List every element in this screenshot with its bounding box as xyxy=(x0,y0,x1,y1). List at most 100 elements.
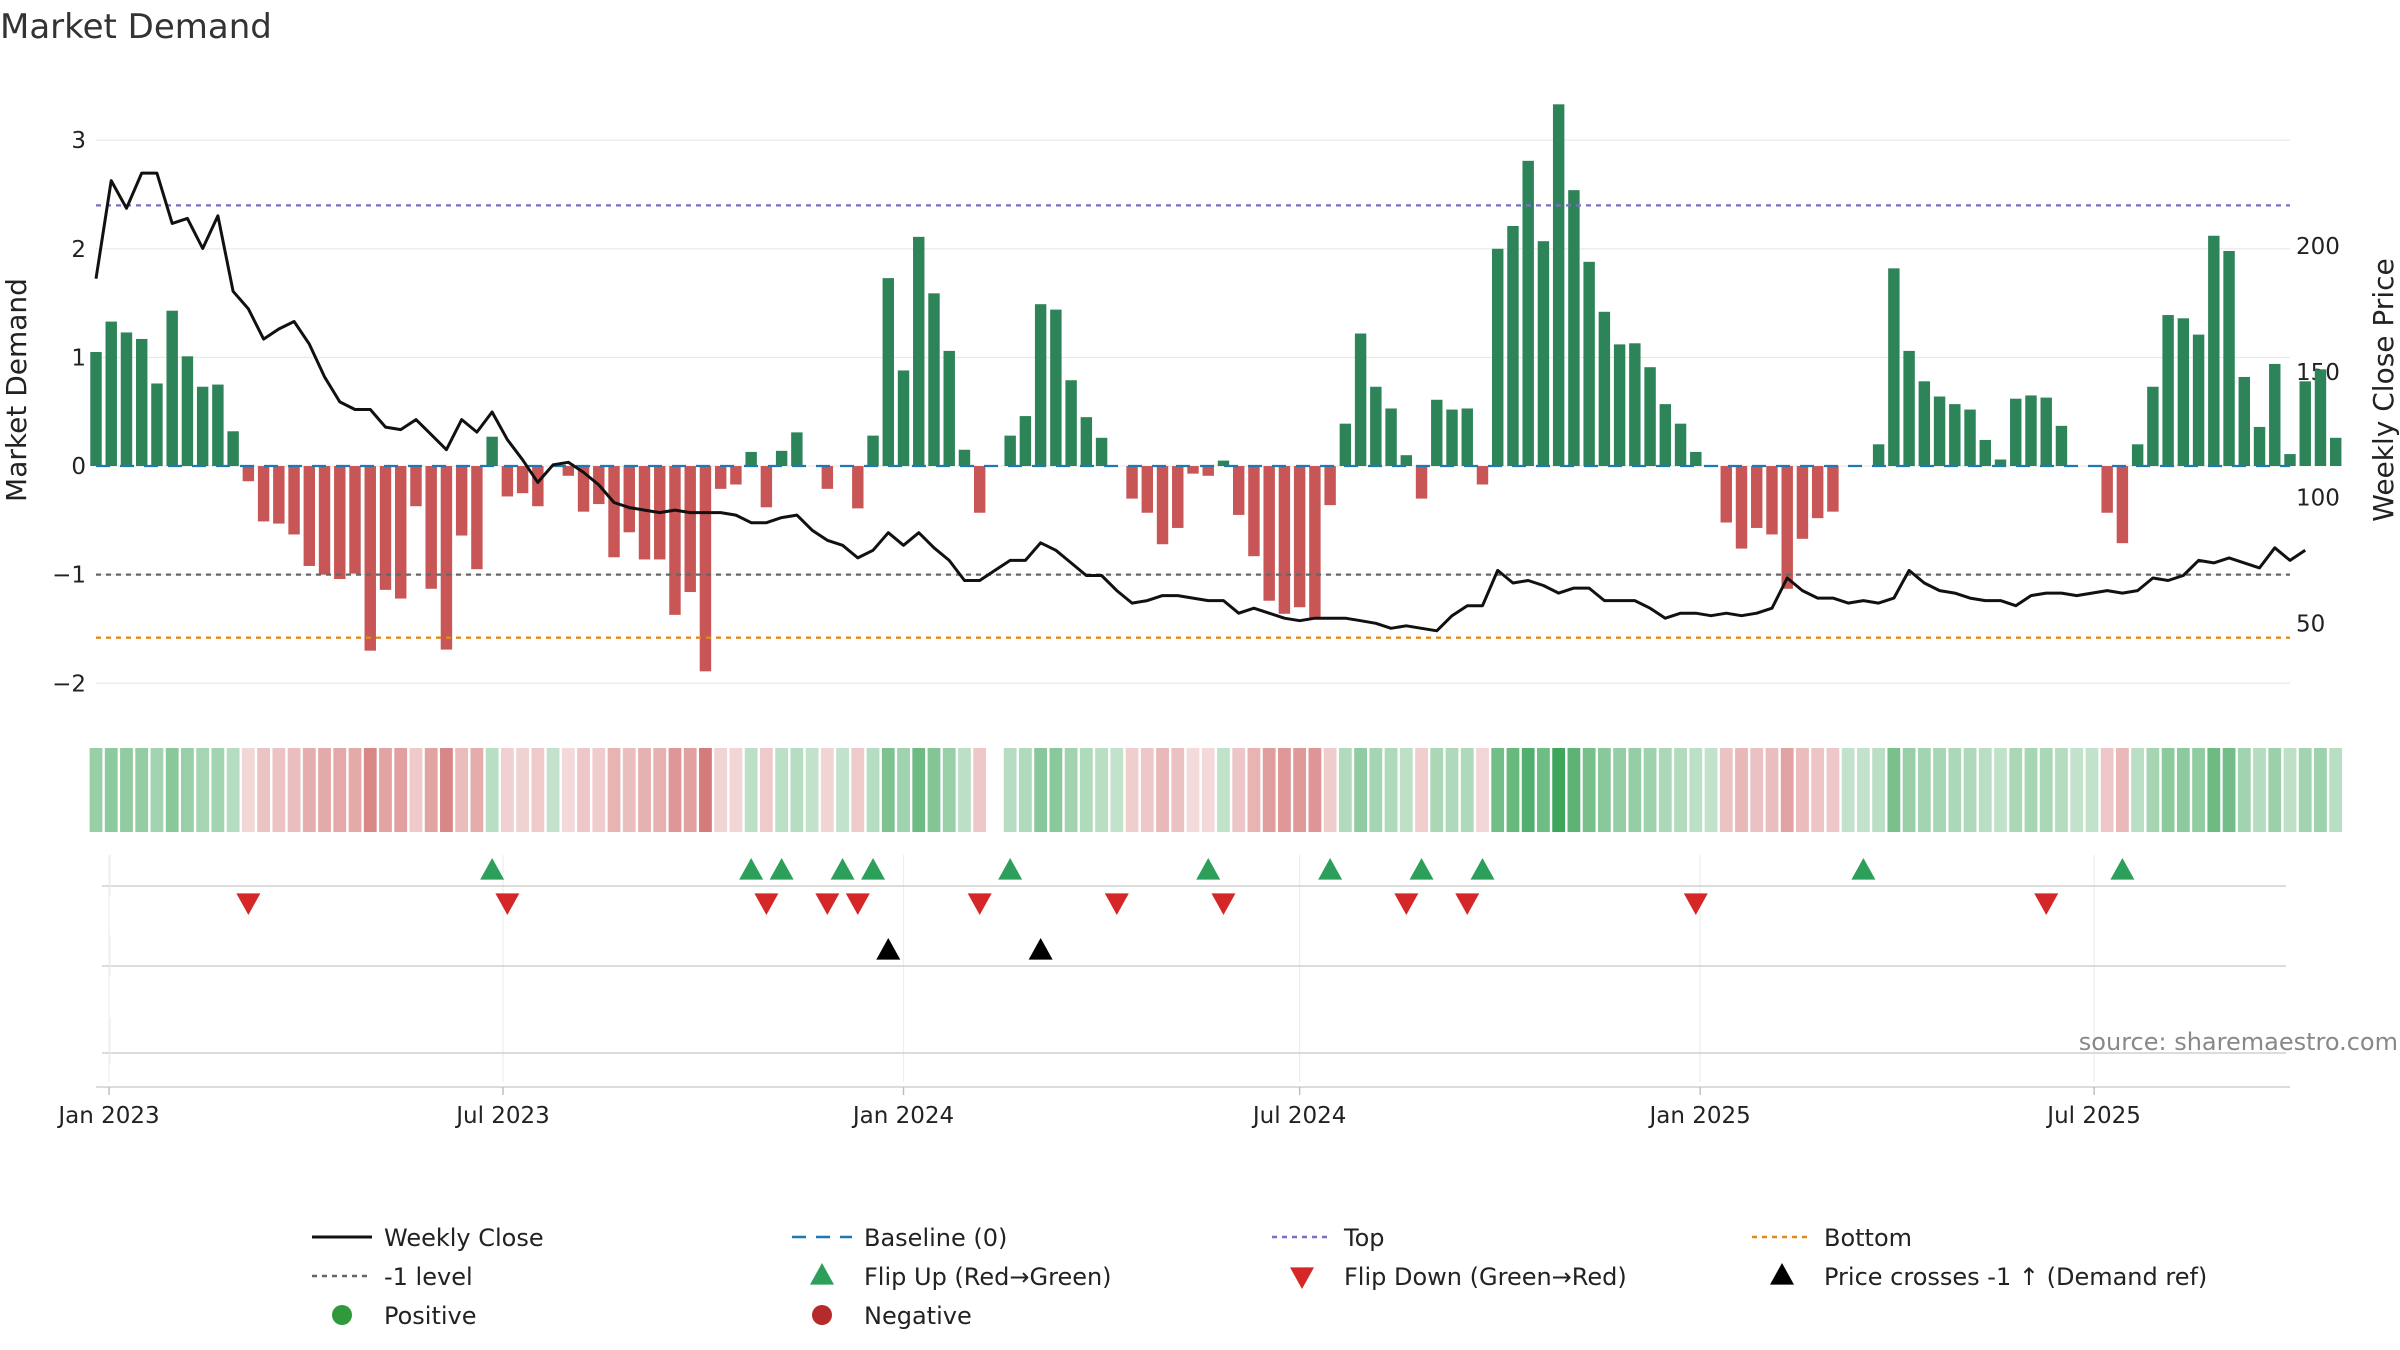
y-tick-label: 0 xyxy=(71,454,86,480)
legend-label: Bottom xyxy=(1824,1224,1912,1252)
demand-bar-negative xyxy=(349,466,361,574)
flip-up-marker xyxy=(769,858,794,880)
flip-up-marker xyxy=(1851,858,1876,880)
demand-bar-positive xyxy=(1644,367,1656,467)
y-tick-label: 3 xyxy=(71,128,86,154)
demand-bar-positive xyxy=(1370,386,1382,467)
demand-bar-negative xyxy=(1248,466,1260,557)
demand-bar-positive xyxy=(958,449,971,467)
demand-bar-negative xyxy=(364,466,376,651)
heat-strip-cell xyxy=(1643,748,1657,832)
price-cross-marker xyxy=(1028,938,1053,960)
flip-down-marker xyxy=(495,893,520,915)
heat-strip-cell xyxy=(851,748,865,832)
demand-bar-positive xyxy=(486,436,498,467)
demand-bar-negative xyxy=(669,466,681,615)
heat-strip-cell xyxy=(1735,748,1748,832)
heat-strip-cell xyxy=(531,748,545,832)
x-tick-label: Jul 2024 xyxy=(1251,1103,1347,1129)
demand-bar-positive xyxy=(2238,376,2251,467)
heat-strip-cell xyxy=(1125,748,1139,832)
demand-bar-positive xyxy=(1400,455,1413,467)
heat-strip-cell xyxy=(257,748,270,832)
heat-strip-cell xyxy=(2100,748,2114,832)
heat-strip-cell xyxy=(744,748,758,832)
demand-bar-negative xyxy=(334,466,346,579)
heat-strip-cell xyxy=(348,748,362,832)
heat-strip-cell xyxy=(1521,748,1535,832)
y2-tick-label: 200 xyxy=(2296,234,2340,260)
demand-bar-positive xyxy=(745,451,757,467)
flip-up-marker xyxy=(1470,858,1495,880)
heat-strip-cell xyxy=(1293,748,1307,832)
legend-label: Flip Up (Red→Green) xyxy=(864,1263,1112,1291)
heat-strip-cell xyxy=(2131,748,2145,832)
weekly-close-line xyxy=(94,171,2307,633)
heat-strip-cell xyxy=(379,748,392,832)
heat-strip-cell xyxy=(1841,748,1855,832)
demand-bar-positive xyxy=(1522,160,1534,467)
heat-strip-cell xyxy=(2283,748,2297,832)
demand-bar-negative xyxy=(303,466,316,566)
heat-strip-cell xyxy=(683,748,697,832)
heat-strip-cell xyxy=(1994,748,2007,832)
heat-strip-cell xyxy=(104,748,118,832)
heat-strip-cell xyxy=(912,748,926,832)
heat-strip-cell xyxy=(2222,748,2236,832)
heat-strip-cell xyxy=(973,748,987,832)
heat-strip-cell xyxy=(409,748,423,832)
heat-strip-cell xyxy=(2024,748,2038,832)
heat-strip-cell xyxy=(1658,748,1672,832)
demand-bar-positive xyxy=(1674,423,1687,467)
heat-strip-cell xyxy=(1537,748,1550,832)
demand-bar-positive xyxy=(791,432,803,467)
demand-bar-negative xyxy=(562,466,575,476)
flip-down-marker xyxy=(2034,893,2059,915)
flip-up-marker xyxy=(2110,858,2135,880)
legend-swatch xyxy=(1290,1267,1314,1289)
x-tick-label: Jul 2025 xyxy=(2045,1103,2141,1129)
heat-strip-cell xyxy=(1796,748,1809,832)
demand-bar-positive xyxy=(897,370,910,467)
heat-strip-cell xyxy=(1628,748,1642,832)
demand-bar-positive xyxy=(1690,451,1702,467)
y-axis-label: Market Demand xyxy=(0,278,33,502)
demand-bar-positive xyxy=(1431,399,1443,467)
heat-strip-cell xyxy=(1415,748,1428,832)
heat-strip-cell xyxy=(2039,748,2053,832)
demand-bar-positive xyxy=(1918,381,1931,467)
legend-label: Top xyxy=(1343,1224,1385,1252)
heat-strip-cell xyxy=(2329,748,2343,832)
flip-down-marker xyxy=(815,893,840,915)
demand-bar-positive xyxy=(1065,380,1077,467)
heat-strip-cell xyxy=(1963,748,1977,832)
heat-strip-cell xyxy=(927,748,941,832)
demand-bar-positive xyxy=(196,386,209,467)
legend-label: Weekly Close xyxy=(384,1224,544,1252)
demand-bar-positive xyxy=(1217,460,1230,467)
demand-bar-negative xyxy=(288,466,300,535)
y2-tick-label: 50 xyxy=(2296,611,2325,637)
demand-bar-positive xyxy=(1339,423,1352,467)
demand-bar-negative xyxy=(410,466,422,507)
demand-bar-negative xyxy=(516,466,529,494)
heat-strip-cell xyxy=(1902,748,1916,832)
demand-bar-positive xyxy=(1613,344,1626,467)
demand-bar-positive xyxy=(151,383,163,467)
heat-strip-cell xyxy=(653,748,667,832)
legend-label: Flip Down (Green→Red) xyxy=(1344,1263,1627,1291)
demand-bar-negative xyxy=(501,466,514,497)
heat-strip-cell xyxy=(866,748,880,832)
heat-strip-cell xyxy=(577,748,590,832)
flip-up-marker xyxy=(830,858,855,880)
demand-bar-positive xyxy=(1568,190,1580,467)
heat-strip-cell xyxy=(500,748,514,832)
demand-bar-positive xyxy=(2010,398,2022,467)
heat-strip-cell xyxy=(836,748,849,832)
demand-bar-positive xyxy=(2299,381,2311,467)
flip-up-marker xyxy=(480,858,505,880)
heat-strip-cell xyxy=(1354,748,1367,832)
demand-bar-negative xyxy=(1126,466,1138,499)
demand-bar-negative xyxy=(318,466,331,575)
